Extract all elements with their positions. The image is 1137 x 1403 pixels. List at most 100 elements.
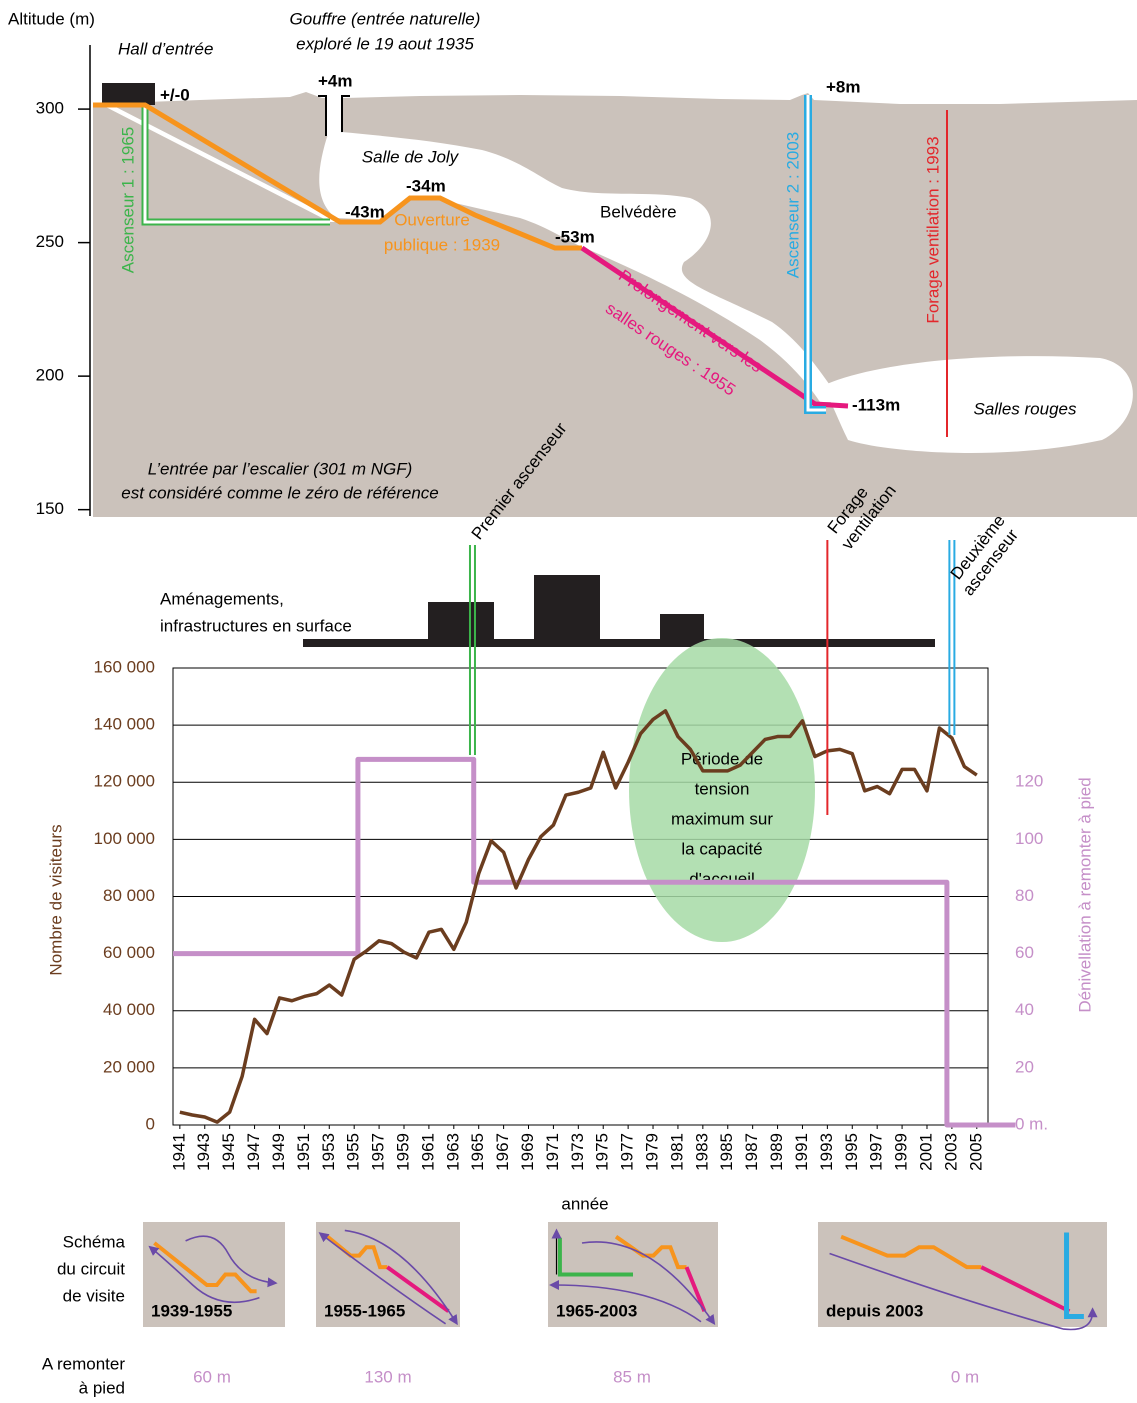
y2-tick-label: 60 (1015, 943, 1034, 962)
row-label: du circuit (57, 1259, 125, 1278)
y2-axis-title: Dénivellation à remonter à pied (1075, 777, 1094, 1012)
x-tick-label: 1953 (319, 1133, 338, 1171)
x-tick-label: 1949 (269, 1133, 288, 1171)
y2-tick-label: 20 (1015, 1057, 1034, 1076)
x-tick-label: 1989 (767, 1133, 786, 1171)
row-label: à pied (79, 1378, 125, 1397)
x-tick-label: 1983 (692, 1133, 711, 1171)
y2-tick-label: 0 m. (1015, 1114, 1048, 1133)
y-tick-label: 0 (146, 1114, 155, 1133)
x-tick-label: 1979 (643, 1133, 662, 1171)
x-tick-label: 1995 (842, 1133, 861, 1171)
panel-period: depuis 2003 (826, 1301, 923, 1320)
x-tick-label: 1987 (742, 1133, 761, 1171)
y-tick-label: 80 000 (103, 886, 155, 905)
diagram-label: +8m (826, 77, 861, 96)
row-label: Schéma (63, 1232, 126, 1251)
panel-climb: 130 m (364, 1367, 411, 1386)
y-tick-label: 40 000 (103, 1000, 155, 1019)
y-tick-label: 160 000 (94, 657, 155, 676)
x-tick-label: 1963 (443, 1133, 462, 1171)
diagram-label: est considéré comme le zéro de référence (121, 483, 439, 502)
diagram-label: -53m (555, 227, 595, 246)
y-axis-title: Altitude (m) (8, 9, 95, 28)
y-tick-label: 300 (36, 99, 64, 118)
diagram-label: Hall d’entrée (118, 39, 213, 58)
panel-climb: 85 m (613, 1367, 651, 1386)
y-tick-label: 250 (36, 232, 64, 251)
infrastructure-label: infrastructures en surface (160, 616, 352, 635)
x-tick-label: 1961 (418, 1133, 437, 1171)
shaft (326, 96, 342, 136)
diagram-label: L’entrée par l’escalier (301 m NGF) (148, 459, 413, 478)
y2-tick-label: 80 (1015, 886, 1034, 905)
y2-tick-label: 100 (1015, 829, 1043, 848)
diagram-label: Salles rouges (973, 399, 1077, 418)
x-tick-label: 1941 (169, 1133, 188, 1171)
y-tick-label: 150 (36, 499, 64, 518)
figure: Altitude (m)150200250300Hall d’entréeGou… (0, 0, 1137, 1398)
x-tick-label: 1975 (593, 1133, 612, 1171)
x-tick-label: 2005 (966, 1133, 985, 1171)
row-label: A remonter (42, 1354, 125, 1373)
diagram-label: Ascenseur 1 : 1965 (118, 127, 137, 273)
panel-period: 1955-1965 (324, 1301, 405, 1320)
panel-climb: 60 m (193, 1367, 231, 1386)
diagram-label: -113m (852, 395, 900, 414)
annotation: la capacité (681, 839, 762, 858)
x-tick-label: 1985 (717, 1133, 736, 1171)
visitors-line (180, 711, 977, 1122)
x-tick-label: 1971 (543, 1133, 562, 1171)
diagram-label: publique : 1939 (384, 235, 500, 254)
x-tick-label: 1965 (468, 1133, 487, 1171)
x-tick-label: 2003 (941, 1133, 960, 1171)
infra-block (428, 602, 494, 643)
diagram-label: +4m (318, 71, 353, 90)
x-tick-label: 1947 (244, 1133, 263, 1171)
annotation: tension (695, 779, 750, 798)
x-tick-label: 1997 (867, 1133, 886, 1171)
y-tick-label: 200 (36, 366, 64, 385)
diagram-label: Forage ventilation : 1993 (923, 136, 942, 323)
diagram-label: Salle de Joly (362, 147, 460, 166)
y-tick-label: 100 000 (94, 829, 155, 848)
y2-tick-label: 120 (1015, 772, 1043, 791)
x-tick-label: 1945 (219, 1133, 238, 1171)
x-tick-label: 1999 (892, 1133, 911, 1171)
y2-tick-label: 40 (1015, 1000, 1034, 1019)
panel-period: 1965-2003 (556, 1301, 637, 1320)
diagram-label: -34m (406, 176, 446, 195)
diagram-label: Ascenseur 2 : 2003 (783, 132, 802, 278)
infrastructure (303, 575, 935, 647)
y-tick-label: 60 000 (103, 943, 155, 962)
page: {"chart_data": [ {"type": "cross-section… (0, 0, 1137, 1398)
x-tick-label: 1993 (817, 1133, 836, 1171)
diagram-label: Belvédère (600, 202, 677, 221)
infra-block (660, 614, 704, 643)
diagram-label: +/-0 (160, 85, 190, 104)
infra-block (534, 575, 600, 643)
diagram-label: Gouffre (entrée naturelle) (290, 9, 481, 28)
x-tick-label: 1977 (618, 1133, 637, 1171)
x-tick-label: 1943 (194, 1133, 213, 1171)
panel-climb: 0 m (951, 1367, 979, 1386)
y-tick-label: 120 000 (94, 772, 155, 791)
y-tick-label: 20 000 (103, 1057, 155, 1076)
diagram-label: Ouverture (394, 210, 470, 229)
x-tick-label: 1959 (393, 1133, 412, 1171)
x-tick-label: 1973 (568, 1133, 587, 1171)
diagram-label: exploré le 19 aout 1935 (296, 34, 474, 53)
x-tick-label: 1957 (369, 1133, 388, 1171)
diagram-label: -43m (345, 202, 385, 221)
annotation: d'accueil (689, 869, 755, 888)
annotation: maximum sur (671, 809, 773, 828)
x-tick-label: 1955 (344, 1133, 363, 1171)
step-line (173, 759, 1015, 1125)
y-axis-title: Nombre de visiteurs (46, 824, 65, 975)
x-tick-label: 1981 (667, 1133, 686, 1171)
x-tick-label: 1991 (792, 1133, 811, 1171)
x-tick-label: 2001 (916, 1133, 935, 1171)
x-tick-label: 1951 (294, 1133, 313, 1171)
infrastructure-label: Aménagements, (160, 589, 284, 608)
x-tick-label: 1967 (493, 1133, 512, 1171)
